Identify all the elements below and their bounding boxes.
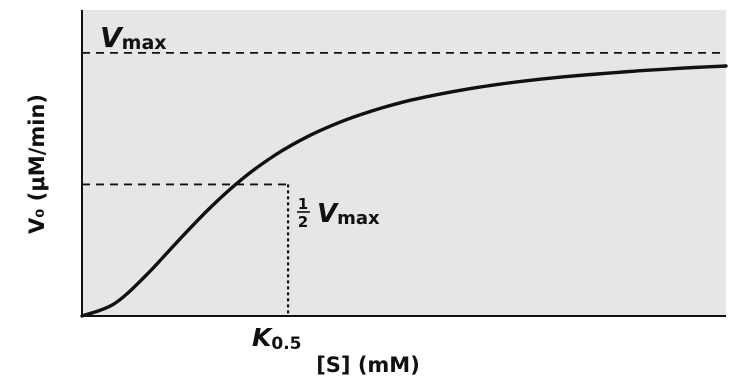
half-vmax-denominator: 2	[298, 213, 308, 231]
plot-background	[82, 10, 726, 316]
half-vmax-label: Vmax	[317, 199, 380, 229]
half-vmax-numerator: 1	[298, 195, 308, 213]
y-axis-label: V₀ (μM/min)	[25, 94, 49, 234]
series-line	[80, 64, 728, 318]
k05-label: K0.5	[252, 323, 302, 354]
vmax-label: Vmax	[100, 21, 167, 54]
x-axis-label: [S] (mM)	[316, 353, 420, 377]
